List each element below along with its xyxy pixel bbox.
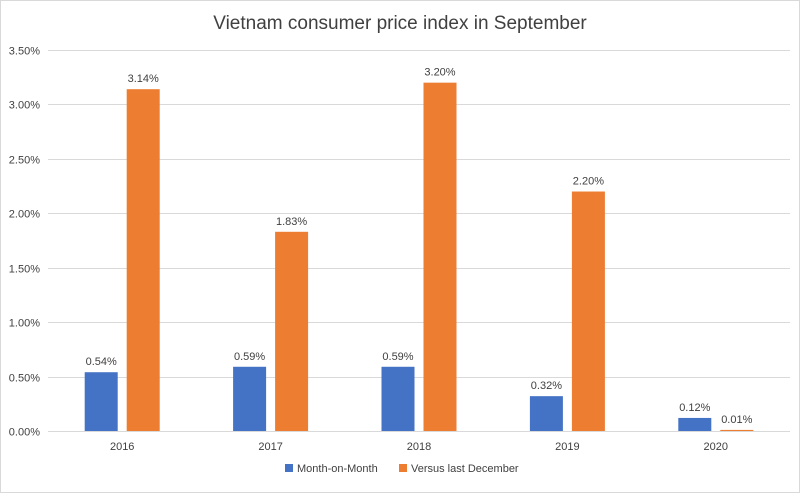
data-label: 0.59%: [382, 351, 413, 363]
x-tick-label: 2019: [555, 441, 579, 453]
y-tick-label: 1.00%: [9, 318, 40, 330]
data-label: 3.14%: [128, 73, 159, 85]
bar-versus-last-december-2020: [720, 429, 754, 431]
x-tick-label: 2020: [704, 441, 728, 453]
bar-month-on-month-2016: [84, 372, 118, 431]
legend-label: Month-on-Month: [297, 463, 378, 475]
data-labels: 0.54% 3.14% 0.59% 1.83% 0.59% 3.20% 0.32% 2.20%…: [86, 67, 753, 426]
x-tick-label: 2016: [110, 441, 134, 453]
bar-month-on-month-2017: [233, 366, 267, 431]
bar-versus-last-december-2016: [126, 89, 160, 431]
bars: [84, 82, 754, 432]
y-tick-label: 3.00%: [9, 100, 40, 112]
data-label: 0.01%: [721, 414, 752, 426]
legend-label: Versus last December: [411, 463, 519, 475]
chart-title: Vietnam consumer price index in Septembe…: [213, 13, 587, 34]
data-label: 2.20%: [573, 176, 604, 188]
bar-month-on-month-2020: [678, 417, 712, 431]
y-axis-ticks: 0.00% 0.50% 1.00% 1.50% 2.00% 2.50% 3.00% 3.50%: [9, 46, 40, 439]
bar-month-on-month-2018: [381, 366, 415, 431]
y-tick-label: 1.50%: [9, 264, 40, 276]
data-label: 0.59%: [234, 351, 265, 363]
bar-versus-last-december-2019: [571, 191, 605, 431]
legend-swatch: [285, 464, 293, 472]
y-tick-label: 2.50%: [9, 155, 40, 167]
legend: Month-on-Month Versus last December: [285, 463, 519, 475]
x-tick-label: 2017: [258, 441, 282, 453]
data-label: 0.12%: [679, 402, 710, 414]
data-label: 0.32%: [531, 380, 562, 392]
bar-month-on-month-2019: [529, 396, 563, 431]
data-label: 3.20%: [424, 67, 455, 79]
gridlines: [48, 50, 790, 432]
y-tick-label: 3.50%: [9, 46, 40, 58]
x-tick-label: 2018: [407, 441, 431, 453]
y-tick-label: 2.00%: [9, 209, 40, 221]
x-axis-ticks: 2016 2017 2018 2019 2020: [110, 441, 728, 453]
bar-versus-last-december-2017: [275, 231, 309, 431]
bar-versus-last-december-2018: [423, 82, 457, 432]
data-label: 1.83%: [276, 216, 307, 228]
y-tick-label: 0.50%: [9, 373, 40, 385]
data-label: 0.54%: [86, 356, 117, 368]
y-tick-label: 0.00%: [9, 427, 40, 439]
legend-swatch: [399, 464, 407, 472]
